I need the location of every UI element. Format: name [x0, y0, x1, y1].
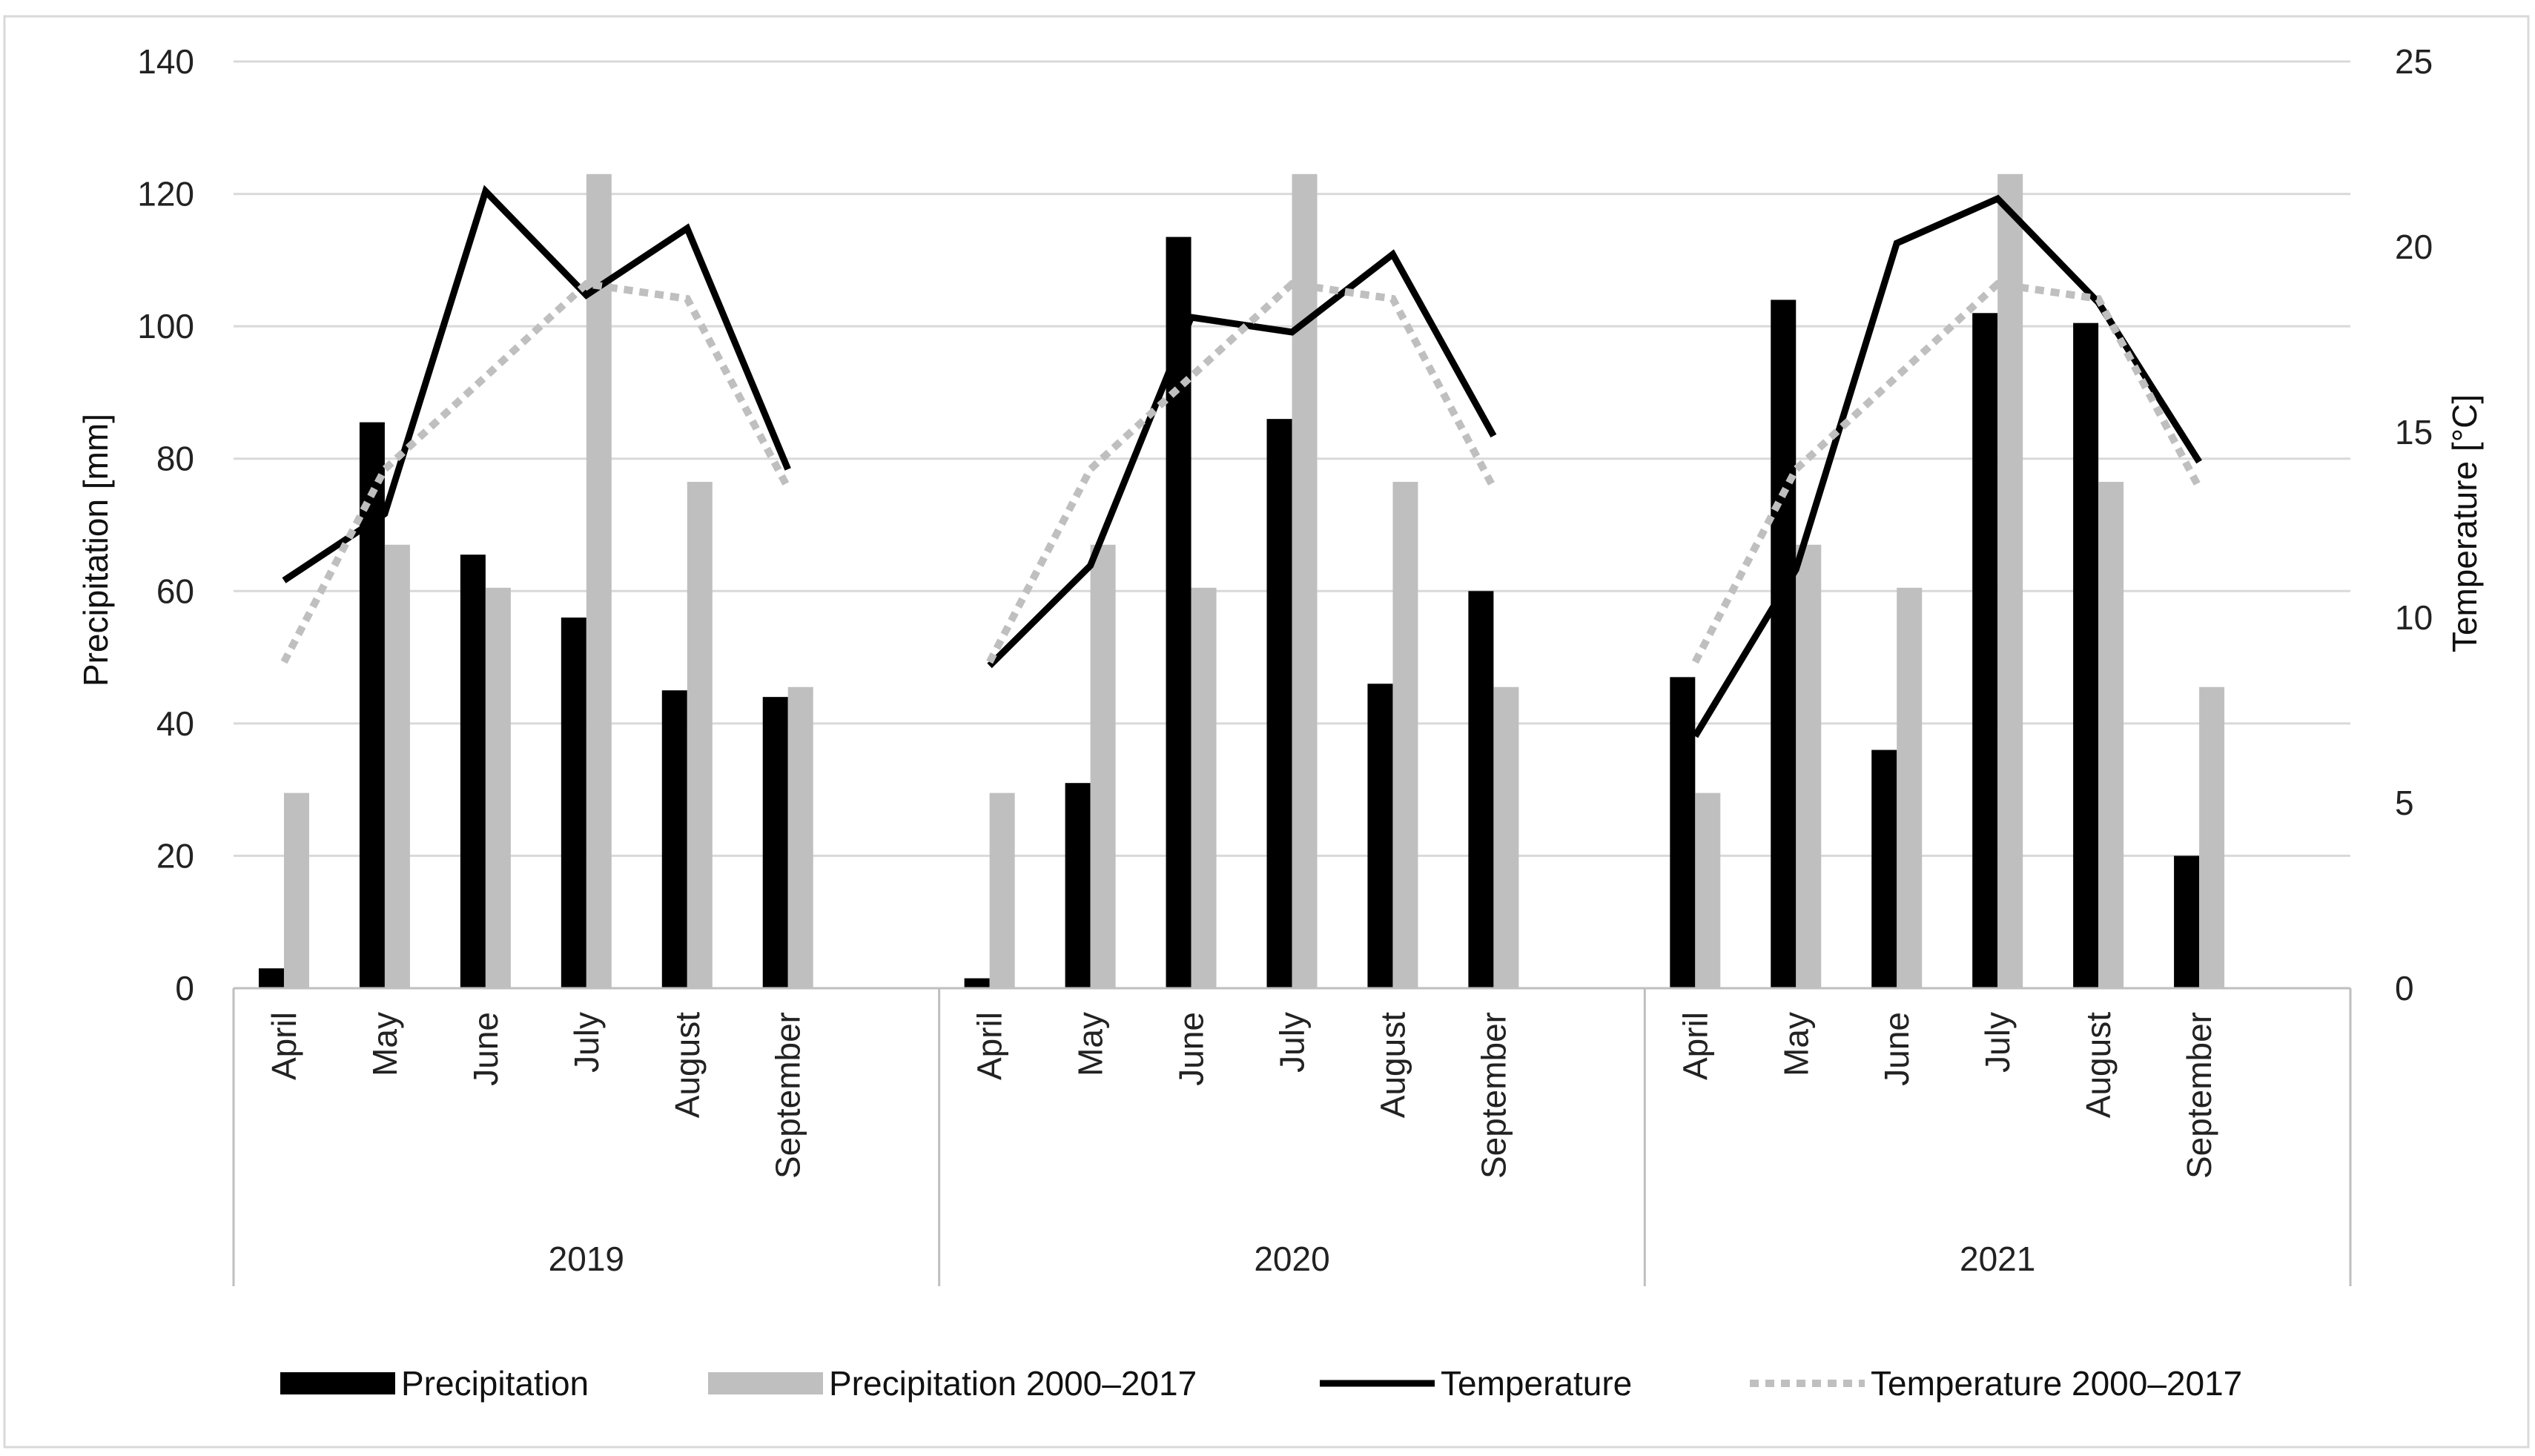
legend-label: Precipitation 2000–2017 [829, 1364, 1197, 1403]
y-tick-label: 120 [137, 175, 194, 214]
bar-precipitation [1972, 313, 1998, 988]
legend-swatch [280, 1372, 395, 1394]
y2-tick-label: 20 [2395, 228, 2433, 266]
y-tick-label: 80 [156, 440, 194, 478]
bar-precipitation-2000-2017 [687, 481, 713, 988]
bar-precipitation-2000-2017 [2098, 481, 2124, 988]
bar-precipitation [1670, 677, 1696, 988]
bar-precipitation-2000-2017 [1191, 587, 1217, 988]
bar-precipitation-2000-2017 [1897, 587, 1923, 988]
month-label: May [1071, 1012, 1110, 1076]
bar-precipitation [2073, 322, 2099, 988]
bar-precipitation [1266, 419, 1292, 988]
y2-tick-label: 5 [2395, 784, 2414, 822]
bar-precipitation-2000-2017 [1292, 173, 1318, 988]
month-label: June [1877, 1012, 1916, 1086]
bar-precipitation-2000-2017 [586, 173, 612, 988]
y-tick-label: 60 [156, 572, 194, 610]
legend-label: Temperature [1441, 1364, 1632, 1403]
temperature-2000-2017-line [1691, 279, 2203, 664]
bar-precipitation [1771, 300, 1797, 988]
temperature-line [282, 185, 791, 583]
y2-tick-label: 10 [2395, 598, 2433, 637]
month-label: September [2180, 1012, 2218, 1179]
bar-precipitation-2000-2017 [1695, 792, 1721, 988]
month-label: August [1373, 1012, 1412, 1118]
month-label: June [466, 1012, 505, 1086]
month-label: September [769, 1012, 807, 1179]
year-label: 2019 [549, 1240, 624, 1278]
bar-precipitation [1367, 684, 1393, 988]
bar-precipitation-2000-2017 [485, 587, 511, 988]
year-label: 2020 [1254, 1240, 1329, 1278]
y2-tick-label: 15 [2395, 413, 2433, 451]
y-tick-label: 140 [137, 42, 194, 81]
month-label: April [971, 1012, 1009, 1080]
y2-tick-label: 25 [2395, 42, 2433, 81]
month-label: August [668, 1012, 707, 1118]
bar-precipitation [1871, 749, 1897, 988]
month-label: August [2079, 1012, 2118, 1118]
bar-precipitation-2000-2017 [283, 792, 309, 988]
y2-tick-label: 0 [2395, 969, 2414, 1007]
y-tick-label: 20 [156, 836, 194, 875]
bar-precipitation [762, 697, 788, 988]
month-label: September [1474, 1012, 1513, 1179]
bar-precipitation-2000-2017 [787, 686, 813, 988]
month-label: June [1172, 1012, 1211, 1086]
month-label: May [1777, 1012, 1815, 1076]
month-label: April [265, 1012, 303, 1080]
bar-precipitation [661, 690, 687, 988]
year-label: 2021 [1960, 1240, 2035, 1278]
bar-precipitation-2000-2017 [384, 544, 410, 988]
bar-precipitation [964, 978, 990, 988]
legend-label: Precipitation [401, 1364, 589, 1403]
y-tick-label: 100 [137, 307, 194, 345]
y-axis-title: Precipitation [mm] [76, 414, 115, 686]
month-label: July [1978, 1012, 2017, 1073]
bar-precipitation-2000-2017 [1493, 686, 1519, 988]
bar-precipitation-2000-2017 [989, 792, 1015, 988]
bar-precipitation-2000-2017 [1796, 544, 1822, 988]
bar-precipitation-2000-2017 [2199, 686, 2225, 988]
legend-label: Temperature 2000–2017 [1871, 1364, 2242, 1403]
bar-precipitation-2000-2017 [1997, 173, 2023, 988]
bar-precipitation-2000-2017 [1392, 481, 1418, 988]
bar-precipitation [2174, 856, 2200, 988]
y2-axis-title: Temperature [°C] [2445, 394, 2484, 652]
y-tick-label: 0 [175, 969, 194, 1007]
bar-precipitation [561, 618, 586, 988]
y-tick-label: 40 [156, 704, 194, 743]
legend-swatch [708, 1372, 823, 1394]
bar-precipitation-2000-2017 [1090, 544, 1116, 988]
month-label: July [567, 1012, 606, 1073]
month-label: May [366, 1012, 404, 1076]
month-label: April [1676, 1012, 1714, 1080]
bar-precipitation [258, 968, 284, 988]
month-label: July [1273, 1012, 1312, 1073]
temperature-2000-2017-line [986, 279, 1497, 664]
temperature-2000-2017-line [280, 279, 792, 664]
bar-precipitation [460, 555, 486, 988]
temperature-line [987, 249, 1497, 669]
bar-precipitation [1468, 591, 1494, 988]
bar-precipitation [1065, 783, 1091, 988]
